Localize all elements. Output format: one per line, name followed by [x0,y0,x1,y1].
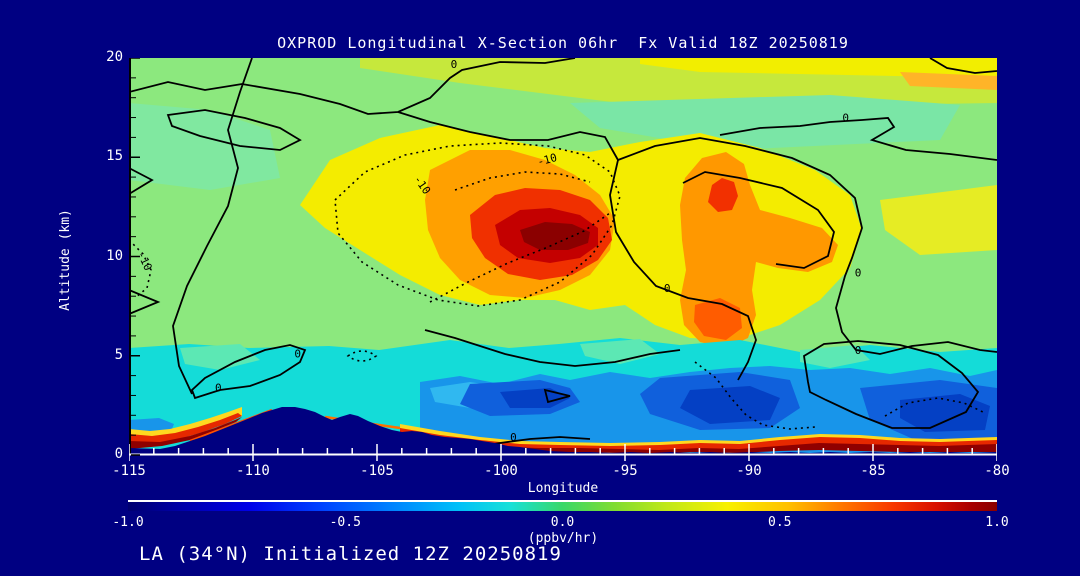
x-tick-label: -115 [112,463,146,479]
colorbar [128,500,997,511]
y-tick-label: 10 [106,247,123,264]
colorbar-tick-label: 1.0 [985,515,1009,530]
colorbar-tick-label: 0.0 [550,515,575,530]
contour-label: 0 [842,112,849,125]
contour-lines-solid [129,58,997,449]
contour-lines-dotted [129,142,986,430]
contour-label: 0 [664,282,671,295]
colorbar-tick-label: -1.0 [112,515,144,530]
x-axis-ticks [129,444,997,461]
color-field [129,58,997,455]
init-info-text: LA (34°N) Initialized 12Z 20250819 [139,543,562,565]
contour-label: -10 [536,151,559,169]
contour-label: 0 [215,381,222,394]
x-axis-title: Longitude [527,481,599,496]
contour-label: 0 [855,344,862,357]
x-tick-label: -80 [984,463,1010,479]
x-tick-label: -95 [612,463,638,479]
plot-axes [129,58,997,461]
terrain-silhouette [129,407,997,455]
y-tick-label: 5 [114,346,123,363]
contour-label: 0 [451,58,458,71]
y-tick-label: 20 [106,49,123,65]
contour-label: 0 [510,431,517,444]
x-tick-label: -85 [860,463,886,479]
x-tick-label: -100 [484,463,518,479]
y-axis-line [129,58,131,455]
x-tick-label: -110 [236,463,270,479]
x-axis-line [129,453,997,456]
y-tick-label: 15 [106,148,123,165]
contour-label: 0 [855,266,862,279]
plot-title: OXPROD Longitudinal X-Section 06hr Fx Va… [277,34,849,52]
y-axis-ticks [131,58,140,456]
x-tick-label: -90 [736,463,762,479]
contour-label: 0 [294,348,301,361]
y-tick-label: 0 [114,446,123,462]
colorbar-tick-label: -0.5 [329,515,361,530]
colorbar-tick-label: 0.5 [768,515,792,530]
colorbar-unit-label: (ppbv/hr) [527,531,599,546]
x-tick-label: -105 [360,463,394,479]
